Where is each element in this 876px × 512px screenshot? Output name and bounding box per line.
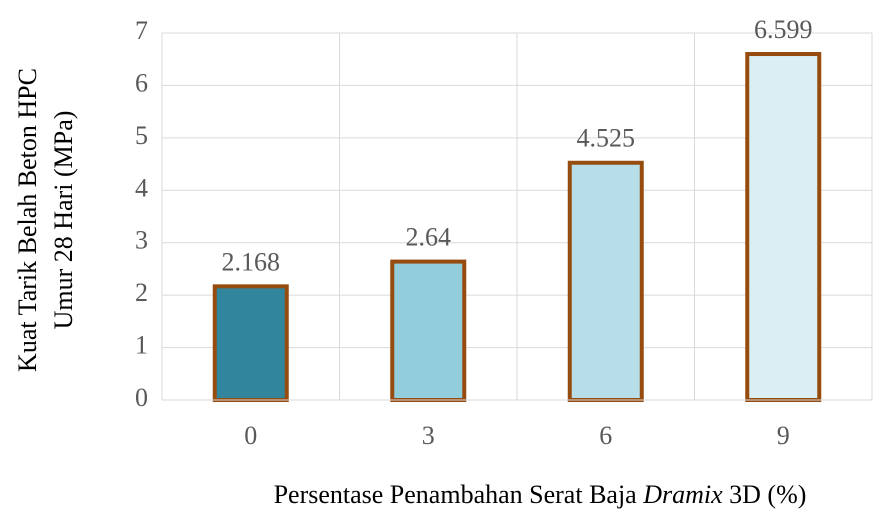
y-tick-label: 3: [135, 226, 148, 255]
value-label: 4.525: [577, 124, 636, 153]
x-tick-label: 9: [777, 421, 790, 450]
x-axis-label: Persentase Penambahan Serat Baja Dramix …: [274, 480, 807, 509]
value-label: 2.168: [222, 247, 281, 276]
x-label-part: Persentase Penambahan Serat Baja: [274, 480, 638, 509]
y-tick-label: 0: [135, 383, 148, 412]
y-label-group: Kuat Tarik Belah Beton HPC Umur 28 Hari …: [13, 68, 78, 372]
x-tick-label: 0: [244, 421, 257, 450]
x-tick-label: 6: [599, 421, 612, 450]
bar: [390, 259, 467, 402]
bar: [745, 52, 822, 402]
value-label: 6.599: [754, 15, 813, 44]
y-tick-label: 6: [135, 68, 148, 97]
value-label: 2.64: [406, 223, 452, 252]
y-tick-label: 4: [135, 173, 148, 202]
x-label-part: 3D (%): [729, 480, 806, 509]
bar: [212, 284, 289, 403]
bar: [567, 160, 644, 402]
y-axis-label: Kuat Tarik Belah Beton HPC: [13, 68, 42, 372]
y-tick-label: 7: [135, 16, 148, 45]
y-tick-label: 1: [135, 331, 148, 360]
x-label-part: Dramix: [642, 480, 723, 509]
x-tick-label: 3: [422, 421, 435, 450]
y-axis-label: Umur 28 Hari (MPa): [49, 111, 78, 330]
y-tick-label: 2: [135, 278, 148, 307]
y-tick-label: 5: [135, 121, 148, 150]
